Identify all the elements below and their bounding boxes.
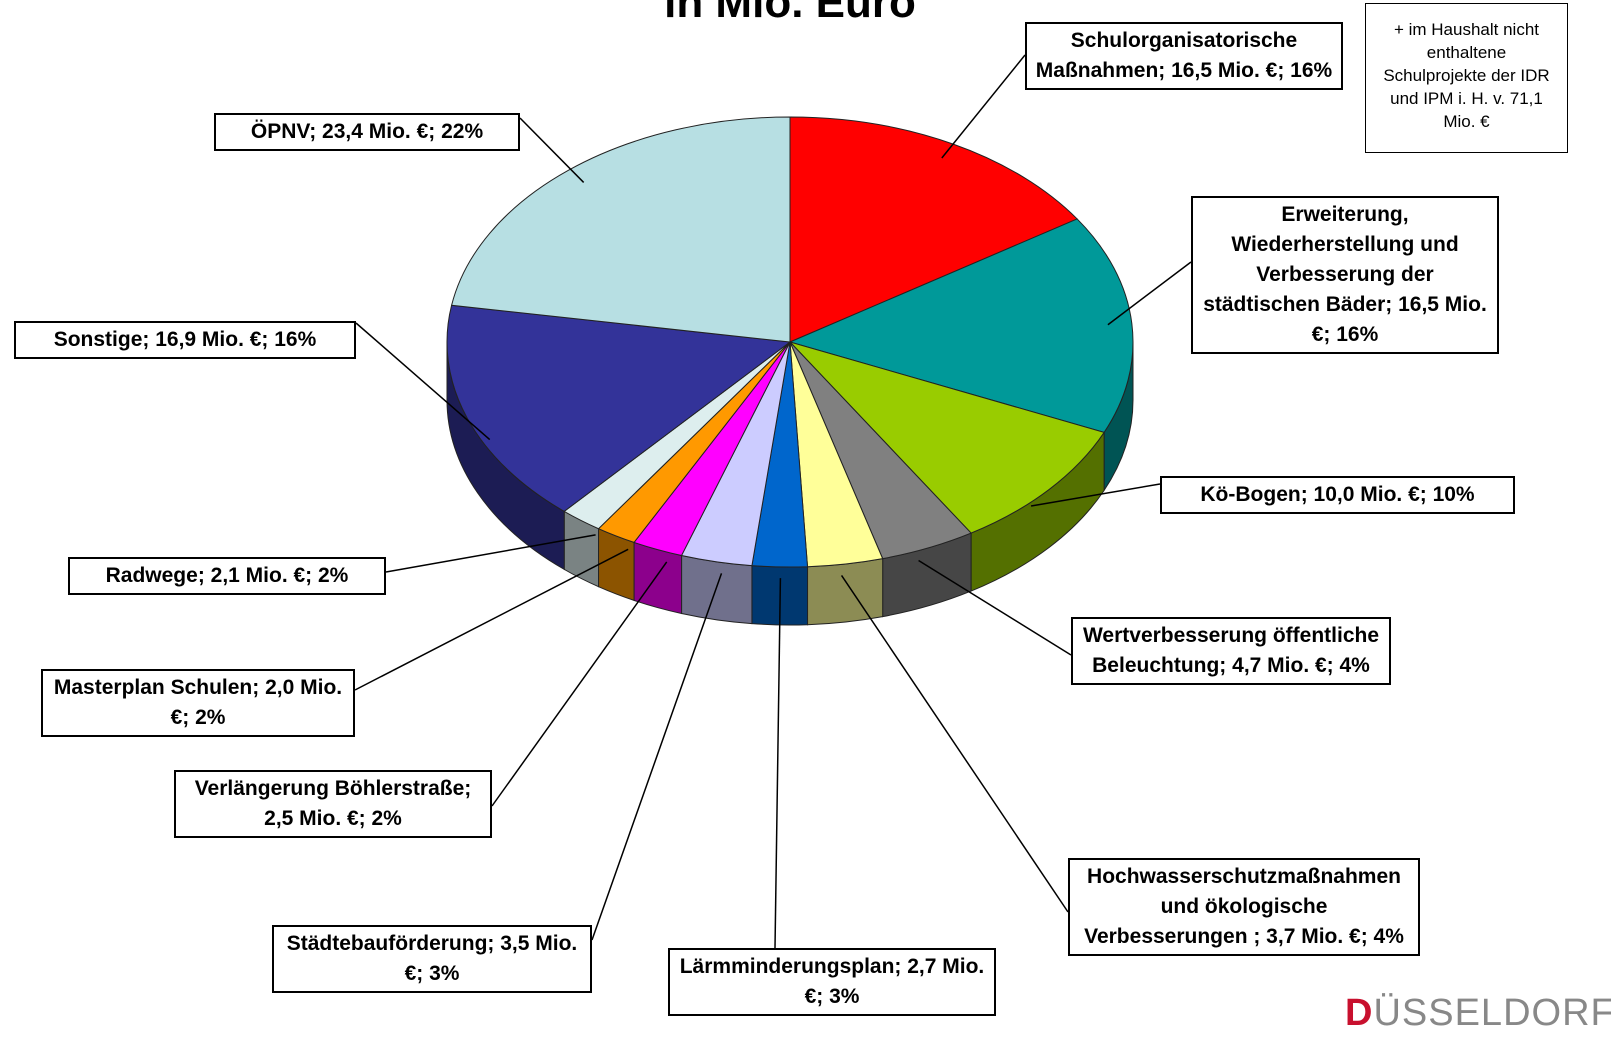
leader-line bbox=[918, 559, 1072, 656]
slice bbox=[788, 218, 1134, 433]
slice-side bbox=[807, 558, 884, 626]
data-label: Masterplan Schulen; 2,0 Mio. €; 2% bbox=[41, 669, 355, 737]
slice bbox=[446, 304, 792, 512]
leader-line bbox=[519, 117, 585, 183]
leader-line bbox=[491, 561, 668, 807]
leader-line bbox=[1107, 261, 1192, 326]
chart-title: in Mio. Euro bbox=[664, 0, 916, 27]
logo: DÜSSELDORF bbox=[1345, 992, 1611, 1034]
data-label: Radwege; 2,1 Mio. €; 2% bbox=[68, 557, 386, 595]
data-label: Kö-Bogen; 10,0 Mio. €; 10% bbox=[1160, 476, 1515, 514]
data-label: Erweiterung, Wiederherstellung und Verbe… bbox=[1191, 196, 1499, 354]
slice bbox=[788, 341, 1105, 534]
leader-line bbox=[1030, 483, 1161, 507]
leader-line bbox=[591, 573, 723, 941]
leader-line bbox=[941, 54, 1026, 159]
leader-line bbox=[840, 575, 1069, 913]
slice bbox=[450, 116, 791, 343]
data-label: ÖPNV; 23,4 Mio. €; 22% bbox=[214, 113, 520, 151]
leader-line bbox=[354, 548, 629, 691]
data-label: Wertverbesserung öffentliche Beleuchtung… bbox=[1071, 617, 1391, 685]
leader-line bbox=[774, 578, 782, 949]
data-label: Hochwasserschutzmaßnahmen und ökologisch… bbox=[1068, 858, 1420, 956]
data-label: Verlängerung Böhlerstraße; 2,5 Mio. €; 2… bbox=[174, 770, 492, 838]
leader-line bbox=[385, 534, 596, 573]
data-label: Schulorganisatorische Maßnahmen; 16,5 Mi… bbox=[1025, 22, 1343, 90]
leader-line bbox=[355, 322, 491, 441]
data-label: Lärmminderungsplan; 2,7 Mio. €; 3% bbox=[668, 948, 996, 1016]
data-label: Sonstige; 16,9 Mio. €; 16% bbox=[14, 321, 356, 359]
annotation: + im Haushalt nicht enthaltene Schulproj… bbox=[1365, 3, 1568, 153]
data-label: Städtebauförderung; 3,5 Mio. €; 3% bbox=[272, 925, 592, 993]
slice-side bbox=[681, 554, 753, 625]
